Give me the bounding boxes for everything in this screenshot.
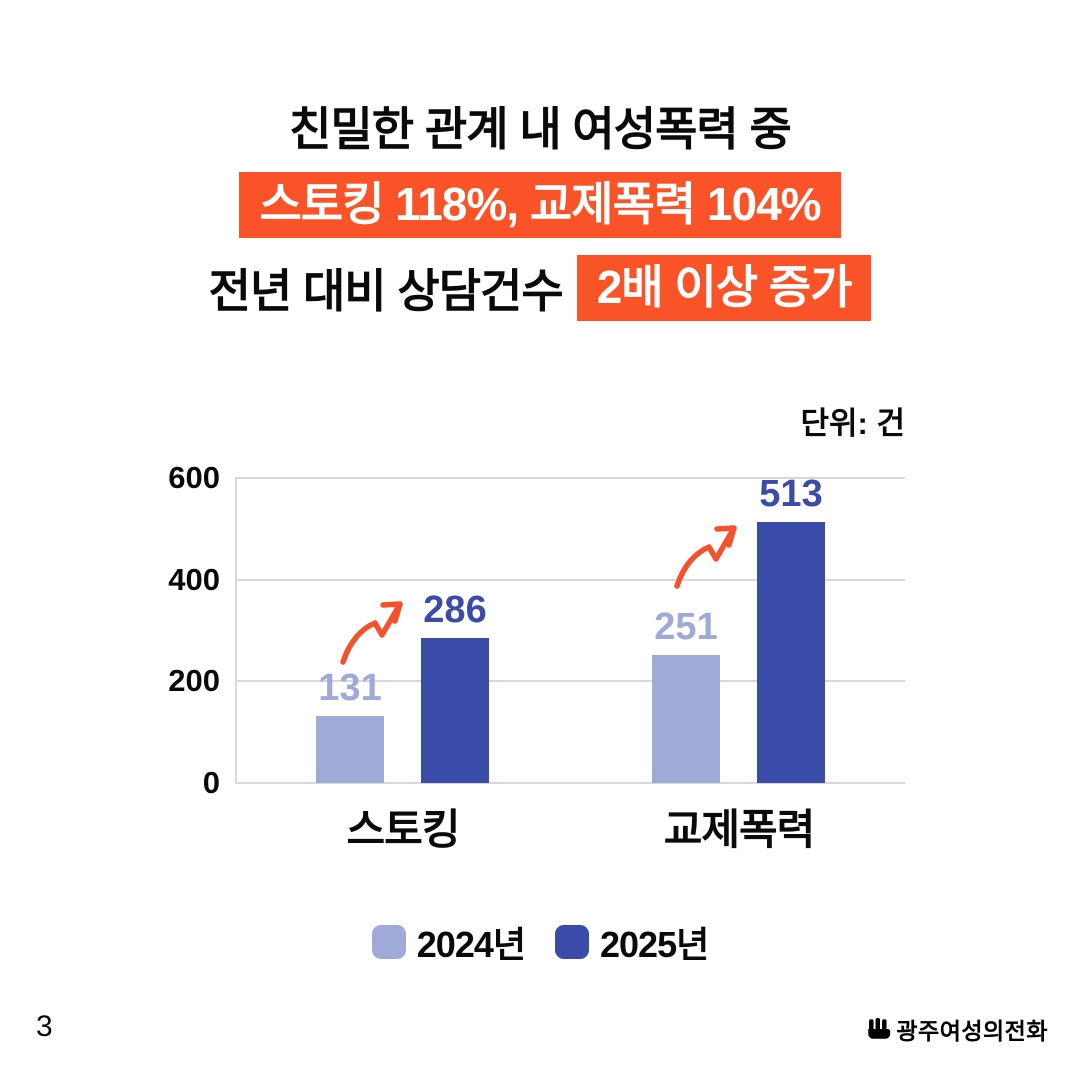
legend-swatch-2025	[555, 925, 589, 959]
title-highlight-increase: 2배 이상 증가	[576, 254, 872, 321]
logo-mark-icon	[868, 1018, 891, 1039]
legend-label-2025: 2025년	[600, 924, 709, 965]
value-label-stalking-2025: 286	[423, 588, 487, 631]
bar-dating-violence-2024	[652, 655, 720, 783]
y-tick-600: 600	[168, 460, 220, 495]
title-block: 친밀한 관계 내 여성폭력 중 스토킹 118%, 교제폭력 104% 전년 대…	[0, 104, 1080, 321]
increase-arrow-stalking-icon	[340, 601, 403, 665]
legend-swatch-2024	[371, 925, 406, 959]
logo-text: 광주여성의전화	[896, 1018, 1048, 1044]
increase-arrow-dating-violence-icon	[674, 525, 737, 589]
bar-stalking-2024	[316, 716, 384, 783]
gridline-0-baseline	[235, 782, 905, 784]
y-tick-400: 400	[168, 562, 220, 597]
chart-legend: 2024년 2025년	[0, 916, 1080, 968]
legend-item-2024: 2024년	[371, 916, 526, 968]
value-label-dating-violence-2025: 513	[759, 473, 823, 516]
legend-item-2025: 2025년	[555, 916, 709, 968]
category-label-stalking: 스토킹	[346, 806, 461, 853]
y-tick-0: 0	[202, 765, 220, 800]
legend-label-2024: 2024년	[416, 924, 526, 965]
y-tick-200: 200	[168, 663, 220, 698]
chart-unit-label: 단위: 건	[800, 406, 906, 441]
title-line-3: 전년 대비 상담건수 2배 이상 증가	[208, 254, 872, 321]
bar-stalking-2025	[421, 637, 489, 783]
y-axis-line	[235, 477, 237, 784]
gridline-600	[235, 477, 905, 479]
bar-dating-violence-2025	[757, 522, 825, 783]
title-line-3-prefix: 전년 대비 상담건수	[208, 264, 564, 317]
value-label-stalking-2024: 131	[318, 667, 382, 710]
page-number: 3	[36, 1010, 53, 1043]
gridline-400	[235, 579, 905, 581]
org-logo: 광주여성의전화	[865, 1012, 1048, 1046]
title-highlight-stats: 스토킹 118%, 교제폭력 104%	[239, 171, 841, 238]
category-label-dating-violence: 교제폭력	[663, 806, 816, 853]
value-label-dating-violence-2024: 251	[654, 606, 718, 649]
title-line-1: 친밀한 관계 내 여성폭력 중	[289, 103, 792, 155]
gridline-200	[235, 680, 905, 682]
